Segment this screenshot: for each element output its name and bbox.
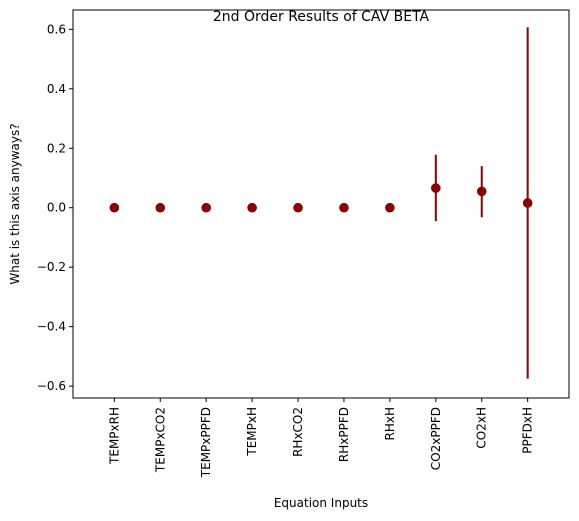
plot-area: −0.6 −0.4 −0.2 0.0 0.2 0.4 0.6 TEMPxRH TEMPxCO2 T… (37, 22, 535, 478)
data-point (339, 202, 349, 213)
y-tick-label: 0.0 (47, 201, 66, 215)
x-axis-label: Equation Inputs (274, 496, 368, 510)
data-point (522, 198, 533, 208)
y-tick-label: 0.4 (47, 82, 66, 96)
y-tick-label: 0.2 (47, 141, 66, 155)
x-tick-label: TEMPxCO2 (153, 407, 167, 473)
x-tick-label: RHxH (383, 407, 397, 441)
data-point (293, 202, 303, 213)
chart-title: 2nd Order Results of CAV BETA (213, 9, 430, 25)
data-point (247, 202, 257, 213)
y-axis-label: What is this axis anyways? (8, 123, 22, 284)
data-point (201, 202, 211, 213)
y-tick-label: 0.6 (47, 22, 66, 36)
x-tick-label: TEMPxRH (107, 407, 121, 465)
data-point (476, 186, 487, 197)
x-tick-label: TEMPxPPFD (199, 407, 213, 478)
x-tick-label: RHxPPFD (337, 407, 351, 462)
x-tick-label: TEMPxH (245, 407, 259, 457)
data-point (431, 183, 441, 193)
x-tick-label: RHxCO2 (291, 407, 305, 457)
x-tick-label: CO2xPPFD (429, 407, 443, 470)
axes-frame (72, 9, 570, 399)
x-tick-label: CO2xH (475, 407, 489, 449)
x-tick-label: PPFDxH (521, 407, 535, 454)
y-tick-label: −0.2 (37, 260, 66, 274)
y-tick-label: −0.6 (37, 379, 66, 393)
y-tick-label: −0.4 (37, 320, 66, 334)
data-point (109, 202, 120, 213)
data-point (385, 202, 395, 213)
data-point (155, 202, 166, 213)
